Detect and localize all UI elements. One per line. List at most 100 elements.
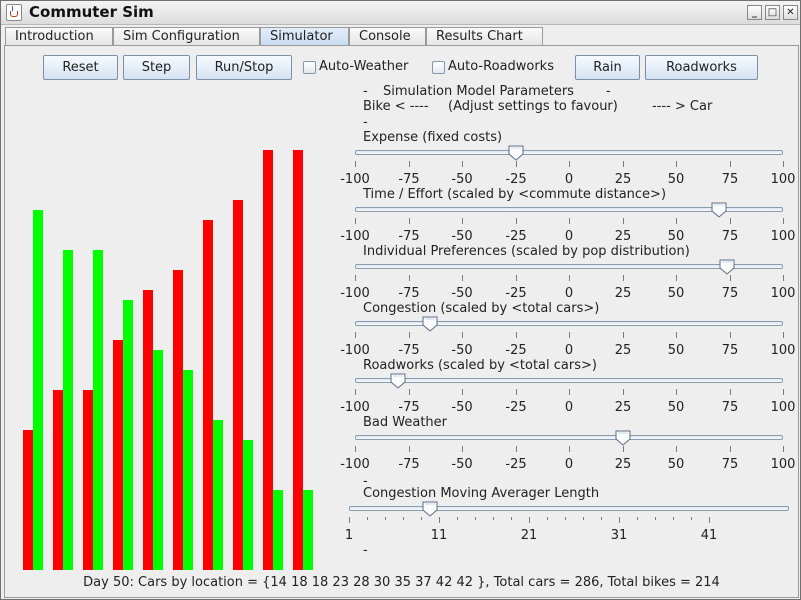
tick-mark — [730, 389, 731, 395]
param-slider-1-thumb[interactable] — [508, 145, 524, 161]
cars-bar-6 — [173, 270, 183, 570]
param-slider-4-tick-label: -100 — [340, 343, 370, 358]
maximize-button[interactable]: □ — [765, 5, 780, 20]
param-slider-1-label: Expense (fixed costs) — [363, 130, 502, 145]
param-slider-5-tick-label: -75 — [398, 400, 419, 415]
cars-bar-9 — [263, 150, 273, 570]
tick-mark — [516, 161, 517, 167]
param-slider-4-tick-label: -75 — [398, 343, 419, 358]
param-slider-2-tick-label: 25 — [615, 229, 632, 244]
param-slider-3-thumb[interactable] — [719, 259, 735, 275]
status-line: Day 50: Cars by location = {14 18 18 23 … — [1, 575, 801, 590]
tick-mark — [516, 218, 517, 224]
moving-average-label: Congestion Moving Averager Length — [363, 486, 599, 501]
params-dash: - — [363, 115, 368, 130]
tick-mark — [783, 389, 784, 395]
tick-mark — [462, 446, 463, 452]
close-button[interactable]: ✕ — [783, 5, 798, 20]
tick-mark — [676, 218, 677, 224]
tick-mark — [516, 389, 517, 395]
param-slider-6-thumb[interactable] — [615, 430, 631, 446]
bikes-bar-6 — [183, 370, 193, 570]
params-dash: - — [363, 543, 368, 558]
param-slider-4-ticks — [355, 332, 783, 342]
bikes-bar-8 — [243, 440, 253, 570]
params-header: Simulation Model Parameters — [383, 84, 574, 99]
tab-simulator[interactable]: Simulator — [260, 27, 349, 46]
param-slider-4-tick-label: -25 — [505, 343, 526, 358]
param-slider-4-tick-label: -50 — [451, 343, 472, 358]
run-stop-button[interactable]: Run/Stop — [196, 55, 292, 80]
param-slider-2-thumb[interactable] — [711, 202, 727, 218]
tick-mark — [783, 161, 784, 167]
param-slider-4-tick-label: 0 — [565, 343, 573, 358]
param-slider-4-track[interactable] — [355, 321, 783, 326]
param-slider-2-label: Time / Effort (scaled by <commute distan… — [363, 187, 666, 202]
tick-mark — [409, 332, 410, 338]
param-slider-5-thumb[interactable] — [390, 373, 406, 389]
reset-button[interactable]: Reset — [43, 55, 118, 80]
bikes-bar-3 — [93, 250, 103, 570]
tick-mark — [569, 332, 570, 338]
minimize-button[interactable]: _ — [747, 5, 762, 20]
tick-mark — [409, 446, 410, 452]
tick-mark — [569, 389, 570, 395]
param-slider-2-tick-label: -50 — [451, 229, 472, 244]
bike-direction-label: Bike < ---- — [363, 99, 429, 114]
cars-bar-3 — [83, 390, 93, 570]
auto-weather-checkbox[interactable] — [303, 61, 316, 74]
tick-mark — [462, 218, 463, 224]
tab-sim-configuration[interactable]: Sim Configuration — [113, 27, 260, 46]
rain-button[interactable]: Rain — [575, 55, 640, 80]
moving-average-thumb[interactable] — [422, 501, 438, 517]
roadworks-button[interactable]: Roadworks — [645, 55, 758, 80]
param-slider-5-tick-label: 75 — [722, 400, 739, 415]
params-dash: - — [363, 84, 368, 99]
auto-roadworks-label[interactable]: Auto-Roadworks — [448, 59, 554, 74]
title-bar[interactable]: Commuter Sim _ □ ✕ — [1, 1, 800, 25]
param-slider-3-tick-label: 75 — [722, 286, 739, 301]
param-slider-1-tick-label: 75 — [722, 172, 739, 187]
param-slider-2-tick-label: 0 — [565, 229, 573, 244]
tick-mark — [676, 446, 677, 452]
param-slider-4-thumb[interactable] — [422, 316, 438, 332]
tick-mark — [462, 389, 463, 395]
param-slider-3-tick-label: -100 — [340, 286, 370, 301]
param-slider-6-label: Bad Weather — [363, 415, 447, 430]
param-slider-1-tick-label: 100 — [771, 172, 796, 187]
bikes-bar-7 — [213, 420, 223, 570]
moving-average-tick-label: 11 — [431, 528, 448, 543]
tab-introduction[interactable]: Introduction — [5, 27, 113, 46]
car-direction-label: ---- > Car — [652, 99, 712, 114]
auto-roadworks-checkbox[interactable] — [432, 61, 445, 74]
tick-mark — [623, 389, 624, 395]
param-slider-5-tick-label: 100 — [771, 400, 796, 415]
param-slider-5-track[interactable] — [355, 378, 783, 383]
bikes-bar-2 — [63, 250, 73, 570]
tick-mark — [385, 517, 386, 520]
param-slider-1-tick-label: 50 — [668, 172, 685, 187]
tick-mark — [783, 446, 784, 452]
param-slider-3-tick-label: 100 — [771, 286, 796, 301]
auto-weather-label[interactable]: Auto-Weather — [319, 59, 408, 74]
param-slider-2-tick-label: -25 — [505, 229, 526, 244]
param-slider-4-tick-label: 100 — [771, 343, 796, 358]
param-slider-3-ticks — [355, 275, 783, 285]
cars-bar-5 — [143, 290, 153, 570]
param-slider-6-track[interactable] — [355, 435, 783, 440]
param-slider-2-ticks — [355, 218, 783, 228]
param-slider-6-tick-label: 50 — [668, 457, 685, 472]
param-slider-3-tick-label: -50 — [451, 286, 472, 301]
tick-mark — [409, 389, 410, 395]
moving-average-track[interactable] — [349, 506, 789, 511]
tab-results-chart[interactable]: Results Chart — [426, 27, 543, 46]
param-slider-1-tick-label: -75 — [398, 172, 419, 187]
tab-console[interactable]: Console — [349, 27, 426, 46]
tick-mark — [367, 517, 368, 520]
bikes-bar-10 — [303, 490, 313, 570]
param-slider-5-tick-label: 0 — [565, 400, 573, 415]
tick-mark — [516, 275, 517, 281]
step-button[interactable]: Step — [123, 55, 190, 80]
java-cup-icon — [6, 4, 22, 21]
param-slider-1-track[interactable] — [355, 150, 783, 155]
